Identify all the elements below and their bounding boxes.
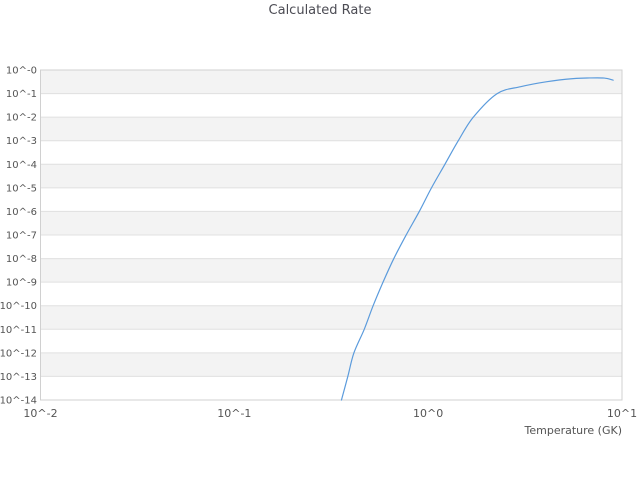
y-tick-label: 10^-3: [6, 136, 37, 147]
y-tick-label: 10^-12: [0, 348, 37, 359]
x-tick-label: 10^1: [607, 407, 637, 420]
plot-border: [40, 69, 623, 401]
y-tick-label: 10^-10: [0, 301, 37, 312]
rate-curve: [340, 77, 614, 401]
plot-band: [40, 305, 622, 330]
plot-band: [40, 164, 622, 188]
y-tick-label: 10^-4: [6, 160, 37, 171]
x-tick-label: 10^-1: [217, 407, 251, 420]
plot-band: [40, 258, 622, 283]
x-tick-label: 10^-2: [23, 407, 57, 420]
x-tick-label: 10^0: [413, 407, 443, 420]
y-tick-label: 10^-5: [6, 183, 37, 194]
y-tick-label: 10^-9: [6, 278, 37, 289]
y-tick-label: 10^-2: [6, 113, 37, 124]
chart-title: Calculated Rate: [268, 3, 372, 18]
y-tick-label: 10^-0: [6, 66, 37, 77]
y-tick-label: 10^-7: [6, 231, 37, 242]
y-tick-label: 10^-6: [6, 207, 37, 218]
plot-band: [40, 117, 622, 141]
x-axis-title: Temperature (GK): [524, 424, 623, 437]
y-tick-label: 10^-11: [0, 325, 37, 336]
y-tick-label: 10^-14: [0, 396, 37, 407]
plot-band: [40, 70, 622, 94]
plot-band: [40, 352, 622, 377]
plot-band: [40, 211, 622, 235]
y-tick-label: 10^-1: [6, 89, 37, 100]
y-tick-label: 10^-8: [6, 254, 37, 265]
y-tick-label: 10^-13: [0, 372, 37, 383]
